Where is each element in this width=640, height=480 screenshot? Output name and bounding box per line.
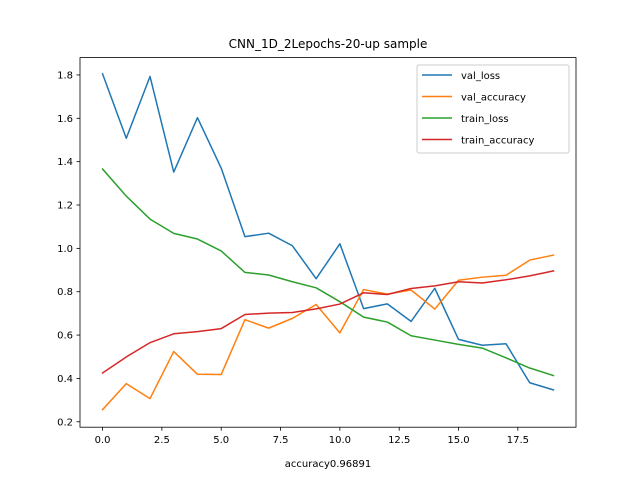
series-line-val-accuracy	[101, 254, 555, 411]
x-tick-label: 15.0	[447, 435, 469, 446]
x-axis-label: accuracy0.96891	[285, 459, 371, 470]
series-line-train-accuracy	[101, 270, 555, 375]
axes-layer	[79, 57, 577, 428]
y-tick-label: 1.8	[57, 70, 73, 81]
legend: val_loss val_accuracy train_loss train_accu…	[416, 64, 570, 154]
x-ticks: 0.0 2.5 5.0 7.5 10.0 12.5 15.0 17.5	[95, 427, 529, 446]
x-tick-label: 17.5	[507, 435, 529, 446]
x-tick-label: 10.0	[329, 435, 351, 446]
legend-label-val-loss: val_loss	[461, 71, 500, 82]
y-tick-label: 0.4	[57, 374, 73, 385]
chart-title: CNN_1D_2Lepochs-20-up sample	[229, 37, 428, 51]
x-tick-label: 7.5	[273, 435, 289, 446]
y-tick-label: 0.2	[57, 417, 73, 428]
plot-frame	[79, 57, 577, 428]
y-tick-label: 1.4	[57, 157, 73, 168]
series-layer	[101, 72, 555, 411]
legend-label-val-accuracy: val_accuracy	[461, 93, 526, 104]
series-line-train-loss	[101, 167, 555, 377]
x-tick-label: 5.0	[213, 435, 229, 446]
x-tick-label: 2.5	[154, 435, 170, 446]
legend-label-train-loss: train_loss	[461, 114, 509, 125]
y-tick-label: 1.0	[57, 244, 73, 255]
y-tick-label: 0.6	[57, 331, 73, 342]
x-tick-label: 0.0	[95, 435, 111, 446]
series-line-val-loss	[101, 72, 555, 391]
x-tick-label: 12.5	[388, 435, 410, 446]
legend-label-train-accuracy: train_accuracy	[461, 136, 534, 147]
y-tick-label: 0.8	[57, 287, 73, 298]
y-ticks: 0.2 0.4 0.6 0.8 1.0 1.2 1.4 1.6 1.8	[57, 70, 80, 428]
legend-box	[416, 64, 570, 154]
y-tick-label: 1.6	[57, 114, 73, 125]
y-tick-label: 1.2	[57, 201, 73, 212]
